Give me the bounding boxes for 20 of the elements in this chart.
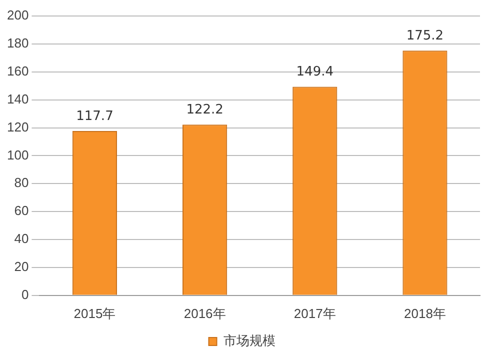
x-tick-label: 2017年 [294,306,336,321]
y-tick-label: 100 [6,147,29,162]
data-label: 122.2 [186,102,224,118]
x-tick-label: 2016年 [184,306,226,321]
data-label: 117.7 [76,108,114,124]
y-tick-label: 60 [14,203,29,218]
data-label: 175.2 [406,28,444,44]
x-tick-label: 2015年 [74,306,116,321]
y-tick-label: 0 [21,286,29,302]
y-tick-label: 160 [6,63,29,78]
x-tick-label: 2018年 [404,306,446,321]
y-tick-label: 200 [6,8,29,23]
y-tick-label: 40 [14,231,29,246]
y-tick-label: 120 [6,119,29,134]
y-tick-label: 180 [6,36,29,51]
y-tick-label: 80 [14,175,29,190]
data-label: 149.4 [296,64,334,80]
y-tick-label: 20 [14,259,29,274]
legend-label: 市场规模 [223,334,276,349]
y-tick-label: 140 [6,91,29,106]
